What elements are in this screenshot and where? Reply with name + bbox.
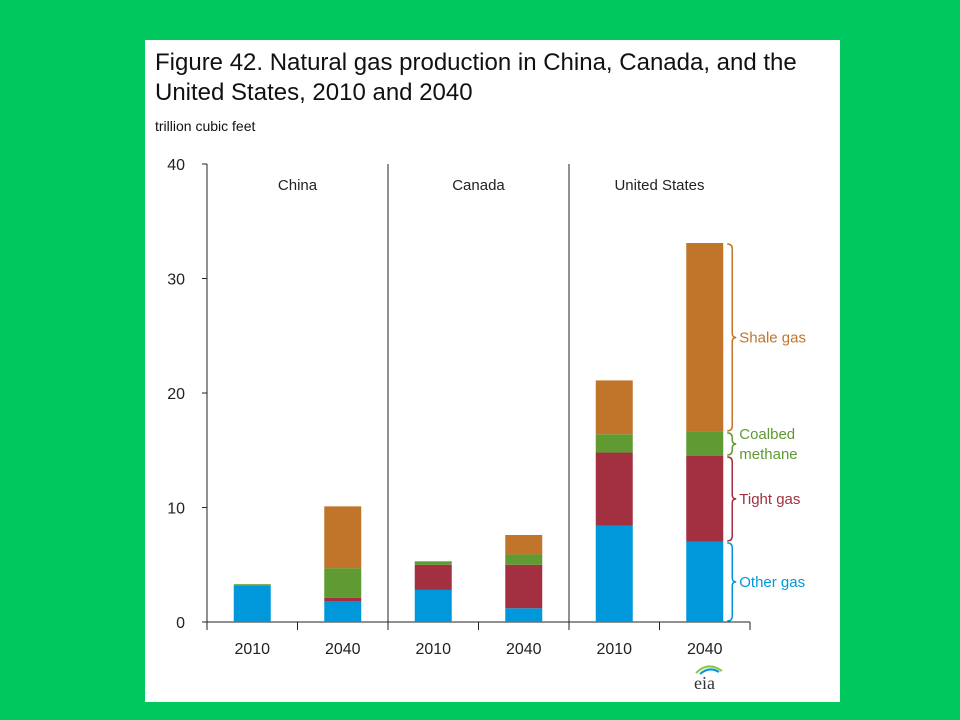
bar-segment-coalbed-methane bbox=[505, 554, 543, 565]
x-category-label: 2040 bbox=[506, 641, 542, 658]
y-axis-unit-label: trillion cubic feet bbox=[155, 118, 256, 134]
legend-label: Shale gas bbox=[739, 329, 806, 346]
bar-segment-shale-gas bbox=[595, 380, 633, 435]
y-tick-label: 0 bbox=[176, 615, 185, 632]
bar-segment-other-gas bbox=[233, 585, 271, 622]
eia-logo-text: eia bbox=[694, 673, 715, 692]
bar-segment-shale-gas bbox=[324, 506, 362, 569]
bar-segment-tight-gas bbox=[595, 452, 633, 526]
legend-brace-tight-gas bbox=[727, 456, 737, 542]
group-label: United States bbox=[614, 177, 704, 194]
legend-label: Other gas bbox=[739, 574, 805, 591]
x-category-label: 2010 bbox=[415, 641, 451, 658]
x-category-label: 2010 bbox=[234, 641, 270, 658]
eia-logo: eia bbox=[694, 665, 723, 692]
y-tick-label: 10 bbox=[167, 501, 185, 518]
bar-segment-coalbed-methane bbox=[233, 584, 271, 586]
legend-brace-other-gas bbox=[727, 542, 737, 622]
bar-segment-coalbed-methane bbox=[414, 561, 452, 565]
chart-panel: Figure 42. Natural gas production in Chi… bbox=[145, 40, 840, 702]
bar-segment-other-gas bbox=[686, 541, 724, 622]
group-label: China bbox=[278, 177, 318, 194]
bar-segment-coalbed-methane bbox=[324, 568, 362, 598]
bar-segment-other-gas bbox=[324, 601, 362, 622]
chart-title: Figure 42. Natural gas production in Chi… bbox=[155, 49, 797, 106]
bar-segment-tight-gas bbox=[686, 455, 724, 542]
bar-segment-tight-gas bbox=[324, 597, 362, 602]
x-category-label: 2040 bbox=[687, 641, 723, 658]
bar-segment-coalbed-methane bbox=[595, 434, 633, 453]
bar-segment-other-gas bbox=[595, 525, 633, 622]
bar-segment-other-gas bbox=[414, 589, 452, 622]
x-category-label: 2040 bbox=[325, 641, 361, 658]
bar-segment-tight-gas bbox=[414, 564, 452, 590]
legend-brace-shale-gas bbox=[727, 243, 737, 432]
legend-label: methane bbox=[739, 446, 797, 463]
x-category-label: 2010 bbox=[596, 641, 632, 658]
group-label: Canada bbox=[452, 177, 505, 194]
y-tick-label: 30 bbox=[167, 272, 185, 289]
bar-segment-shale-gas bbox=[505, 534, 543, 555]
bar-segment-other-gas bbox=[505, 608, 543, 622]
bar-segment-coalbed-methane bbox=[686, 431, 724, 456]
y-tick-label: 20 bbox=[167, 386, 185, 403]
legend-brace-coalbed-methane bbox=[727, 432, 737, 456]
bar-segment-shale-gas bbox=[686, 243, 724, 432]
legend-label: Tight gas bbox=[739, 491, 800, 508]
legend-label: Coalbed bbox=[739, 426, 795, 443]
y-tick-label: 40 bbox=[167, 157, 185, 174]
stacked-bar-chart: 0 10 20 30 40 China Canada United States 2010 204… bbox=[167, 157, 806, 658]
bar-segment-tight-gas bbox=[505, 564, 543, 609]
